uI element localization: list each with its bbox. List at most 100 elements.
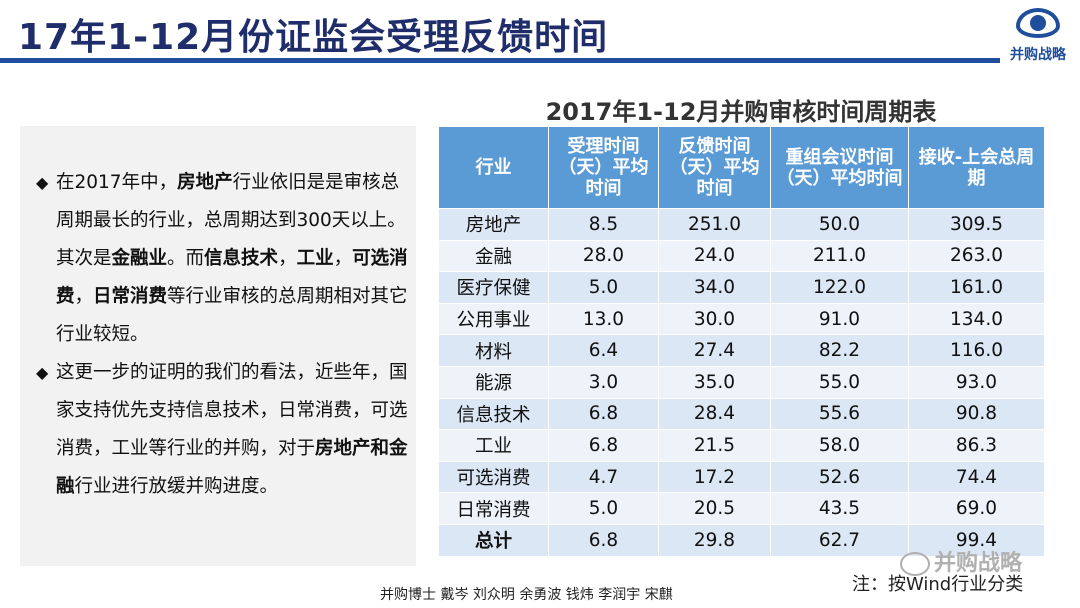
header-total-cycle: 接收-上会总周期 xyxy=(908,126,1045,209)
footnote: 注：按Wind行业分类 xyxy=(852,574,1024,595)
text-segment: ， xyxy=(333,248,353,269)
value-cell: 20.5 xyxy=(658,492,771,525)
table-row: 可选消费 4.7 17.2 52.6 74.4 xyxy=(438,460,1045,494)
bold-text: 和 xyxy=(370,438,390,459)
industry-cell: 材料 xyxy=(438,334,549,367)
page-title: 17年1-12月份证监会受理反馈时间 xyxy=(18,17,609,58)
bold-text: 金融业 xyxy=(111,248,168,269)
text-segment: 等行业审核的总周期相对其它行业较短。 xyxy=(56,286,408,345)
value-cell: 43.5 xyxy=(770,492,909,525)
text-segment: 。而 xyxy=(167,248,205,269)
value-cell: 24.0 xyxy=(658,239,771,273)
value-cell: 50.0 xyxy=(770,208,909,241)
value-cell: 5.0 xyxy=(548,492,659,525)
value-cell: 6.8 xyxy=(548,429,659,462)
value-cell: 62.7 xyxy=(770,523,909,557)
industry-cell: 金融 xyxy=(438,239,549,273)
logo-text: 并购战略 xyxy=(1010,47,1066,63)
commentary-paragraph-1: ◆ 在2017年中，房地产行业依旧是是审核总周期最长的行业，总周期达到300天以… xyxy=(36,164,408,354)
value-cell: 211.0 xyxy=(770,239,909,273)
total-row: 总计 6.8 29.8 62.7 99.4 xyxy=(438,523,1045,557)
table-header-row: 行业 受理时间（天）平均时间 反馈时间（天）平均时间 重组会议时间（天）平均时间… xyxy=(438,126,1045,209)
value-cell: 34.0 xyxy=(658,271,771,304)
watermark: 并购战略 xyxy=(900,545,1022,577)
value-cell: 6.8 xyxy=(548,523,659,557)
table-body: 房地产 8.5 251.0 50.0 309.5 金融 28.0 24.0 211.0 263.0… xyxy=(438,208,1045,557)
industry-cell: 信息技术 xyxy=(438,397,549,431)
text-segment: 在2017年中， xyxy=(56,172,178,193)
bold-text: 房地产 xyxy=(315,438,371,459)
table-title: 2017年1-12月并购审核时间周期表 xyxy=(545,98,937,126)
watermark-text: 并购战略 xyxy=(934,551,1023,576)
industry-cell: 总计 xyxy=(438,523,549,557)
eye-icon xyxy=(1016,8,1060,38)
table-row: 日常消费 5.0 20.5 43.5 69.0 xyxy=(438,492,1045,525)
value-cell: 91.0 xyxy=(770,302,909,336)
header-industry: 行业 xyxy=(438,126,549,209)
authors-credit: 并购博士 戴岑 刘众明 余勇波 钱炜 李润宇 宋麒 xyxy=(380,587,673,603)
commentary-panel: ◆ 在2017年中，房地产行业依旧是是审核总周期最长的行业，总周期达到300天以… xyxy=(20,126,416,566)
value-cell: 28.4 xyxy=(658,397,771,431)
commentary-paragraph-2: ◆ 这更一步的证明的我们的看法，近些年，国家支持优先支持信息技术，日常消费，可选… xyxy=(36,354,408,506)
table-row: 工业 6.8 21.5 58.0 86.3 xyxy=(438,429,1045,462)
value-cell: 29.8 xyxy=(658,523,771,557)
value-cell: 58.0 xyxy=(770,429,909,462)
table-row: 能源 3.0 35.0 55.0 93.0 xyxy=(438,365,1045,399)
value-cell: 69.0 xyxy=(908,492,1045,525)
value-cell: 90.8 xyxy=(908,397,1045,431)
value-cell: 93.0 xyxy=(908,365,1045,399)
bold-text: 可选消费 xyxy=(56,248,408,307)
industry-cell: 日常消费 xyxy=(438,492,549,525)
table-row: 房地产 8.5 251.0 50.0 309.5 xyxy=(438,208,1045,241)
value-cell: 8.5 xyxy=(548,208,659,241)
value-cell: 35.0 xyxy=(658,365,771,399)
header-feedback-time: 反馈时间（天）平均时间 xyxy=(658,126,771,209)
text-segment: 行业依旧是是审核总周期最长的行业，总周期达到300天以上。其次是 xyxy=(56,172,406,269)
text-segment: ， xyxy=(74,286,94,307)
value-cell: 86.3 xyxy=(908,429,1045,462)
value-cell: 3.0 xyxy=(548,365,659,399)
diamond-bullet-icon: ◆ xyxy=(36,363,49,382)
table-row: 信息技术 6.8 28.4 55.6 90.8 xyxy=(438,397,1045,431)
value-cell: 6.8 xyxy=(548,397,659,431)
value-cell: 13.0 xyxy=(548,302,659,336)
diamond-bullet-icon: ◆ xyxy=(36,173,49,192)
value-cell: 55.0 xyxy=(770,365,909,399)
industry-cell: 工业 xyxy=(438,429,549,462)
value-cell: 27.4 xyxy=(658,334,771,367)
industry-cell: 公用事业 xyxy=(438,302,549,336)
table-row: 医疗保健 5.0 34.0 122.0 161.0 xyxy=(438,271,1045,304)
value-cell: 134.0 xyxy=(908,302,1045,336)
title-divider xyxy=(0,58,1000,63)
text-segment: 行业进行放缓并购进度。 xyxy=(74,476,279,497)
industry-cell: 能源 xyxy=(438,365,549,399)
wechat-icon xyxy=(900,552,930,576)
paragraph-text: 在2017年中，房地产行业依旧是是审核总周期最长的行业，总周期达到300天以上。… xyxy=(56,172,408,345)
industry-cell: 可选消费 xyxy=(438,460,549,494)
bold-text: 工业 xyxy=(296,248,334,269)
text-segment: ， xyxy=(278,248,297,269)
value-cell: 122.0 xyxy=(770,271,909,304)
value-cell: 28.0 xyxy=(548,239,659,273)
value-cell: 17.2 xyxy=(658,460,771,494)
industry-cell: 医疗保健 xyxy=(438,271,549,304)
value-cell: 251.0 xyxy=(658,208,771,241)
review-cycle-table: 行业 受理时间（天）平均时间 反馈时间（天）平均时间 重组会议时间（天）平均时间… xyxy=(438,126,1045,557)
table-row: 金融 28.0 24.0 211.0 263.0 xyxy=(438,239,1045,273)
table-row: 公用事业 13.0 30.0 91.0 134.0 xyxy=(438,302,1045,336)
value-cell: 4.7 xyxy=(548,460,659,494)
bold-text: 日常消费 xyxy=(93,286,168,307)
value-cell: 161.0 xyxy=(908,271,1045,304)
value-cell: 309.5 xyxy=(908,208,1045,241)
table-row: 材料 6.4 27.4 82.2 116.0 xyxy=(438,334,1045,367)
eye-pupil xyxy=(1030,15,1046,31)
value-cell: 74.4 xyxy=(908,460,1045,494)
value-cell: 99.4 xyxy=(908,523,1045,557)
value-cell: 52.6 xyxy=(770,460,909,494)
value-cell: 263.0 xyxy=(908,239,1045,273)
bold-text: 金融 xyxy=(56,438,408,497)
value-cell: 30.0 xyxy=(658,302,771,336)
value-cell: 82.2 xyxy=(770,334,909,367)
value-cell: 55.6 xyxy=(770,397,909,431)
bold-text: 信息技术 xyxy=(204,248,279,269)
